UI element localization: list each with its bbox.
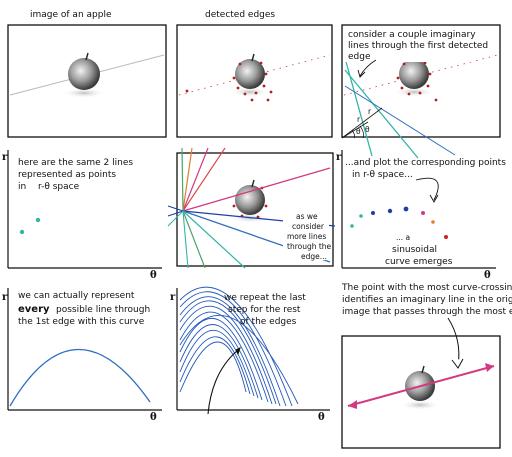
axis-label-theta: θ bbox=[318, 412, 325, 423]
caption-plot-1: ...and plot the corresponding points bbox=[345, 158, 506, 168]
caption-every-3: the 1st edge with this curve bbox=[18, 317, 145, 327]
arrow-icon bbox=[235, 347, 241, 356]
arrow-icon bbox=[348, 400, 357, 409]
caption-consider-1: consider a couple imaginary bbox=[348, 30, 476, 40]
edge-points bbox=[185, 61, 273, 102]
caption-image-of-apple: image of an apple bbox=[30, 10, 112, 20]
angle-label-theta1: θ bbox=[356, 127, 361, 136]
sinusoid-curve bbox=[9, 348, 151, 407]
caption-same-3b: r-θ space bbox=[38, 182, 80, 192]
arrow-icon bbox=[429, 194, 439, 203]
angle-label-r1: r bbox=[357, 115, 361, 124]
arrow-icon bbox=[451, 358, 464, 369]
caption-repeat-3: of the edges bbox=[240, 317, 297, 327]
caption-sinus-1: ... a bbox=[396, 233, 410, 242]
angle-label-r2: r bbox=[368, 107, 372, 116]
axis-label-r: r bbox=[2, 292, 8, 303]
caption-plot-2: in r-θ space... bbox=[352, 170, 413, 180]
caption-aswe-3: more lines bbox=[287, 232, 326, 241]
caption-aswe-5: edge... bbox=[301, 252, 327, 261]
caption-aswe-1: as we bbox=[296, 212, 318, 221]
caption-repeat-1: we repeat the last bbox=[224, 293, 306, 303]
axis-label-theta: θ bbox=[484, 270, 491, 281]
caption-every-2a: every bbox=[18, 304, 50, 315]
panel-more-lines: as we consider more lines through the ed… bbox=[167, 147, 336, 269]
panel-many-curves: r θ we repeat the last step for the rest… bbox=[170, 286, 330, 423]
curve-family bbox=[179, 286, 299, 407]
panel-consider-lines: r θ r θ consider a couple imaginary line… bbox=[341, 24, 501, 159]
panel-points-r-theta: r θ here are the same 2 lines represente… bbox=[2, 150, 162, 281]
axis-label-r: r bbox=[2, 152, 8, 163]
angle-label-theta2: θ bbox=[365, 125, 370, 134]
caption-consider-3: edge bbox=[348, 52, 371, 62]
arrow-icon bbox=[357, 69, 366, 78]
caption-every-1: we can actually represent bbox=[18, 291, 135, 301]
axis-label-r: r bbox=[336, 152, 342, 163]
caption-same-2: represented as points bbox=[18, 170, 116, 180]
axis-label-r: r bbox=[170, 292, 176, 303]
caption-repeat-2: step for the rest bbox=[228, 305, 301, 315]
axis-label-theta: θ bbox=[150, 412, 157, 423]
caption-sinus-3: curve emerges bbox=[385, 257, 453, 267]
apple-icon bbox=[62, 52, 106, 98]
panel-detected-line: The point with the most curve-crossings … bbox=[341, 283, 512, 449]
caption-same-1: here are the same 2 lines bbox=[18, 158, 133, 168]
caption-every-2b: possible line through bbox=[56, 305, 150, 315]
caption-point-3: image that passes through the most edges bbox=[342, 307, 512, 317]
caption-detected-edges: detected edges bbox=[205, 10, 275, 20]
apple-icon bbox=[394, 53, 434, 97]
axis-label-theta: θ bbox=[150, 270, 157, 281]
caption-point-1: The point with the most curve-crossings bbox=[341, 283, 512, 293]
caption-same-3: in bbox=[18, 182, 26, 192]
apple-icon bbox=[230, 53, 270, 97]
panel-detected-edges bbox=[176, 24, 333, 138]
panel-single-curve: r θ we can actually represent every poss… bbox=[2, 288, 162, 423]
caption-consider-2: lines through the first detected bbox=[348, 41, 488, 51]
caption-aswe-4: through the bbox=[287, 242, 332, 251]
caption-point-2: identifies an imaginary line in the orig… bbox=[342, 295, 512, 305]
arrow-icon bbox=[485, 363, 494, 372]
panel-apple-image bbox=[7, 24, 167, 138]
caption-sinus-2: sinusoidal bbox=[392, 245, 437, 255]
panel-sinusoid-points: r θ ...and plot the corresponding points… bbox=[336, 150, 506, 281]
caption-aswe-2: consider bbox=[292, 222, 325, 231]
